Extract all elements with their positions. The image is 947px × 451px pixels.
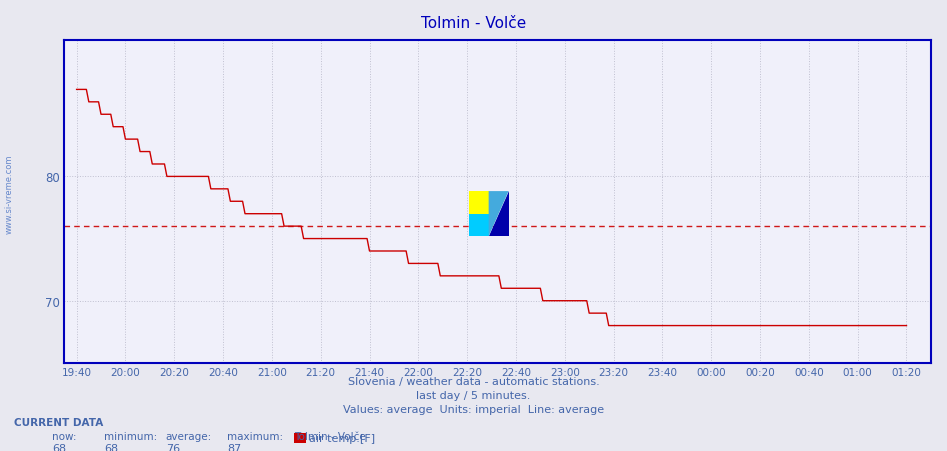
Text: Tolmin - Volče: Tolmin - Volče [294,431,366,441]
Text: Tolmin - Volče: Tolmin - Volče [420,16,527,31]
Text: 68: 68 [104,443,118,451]
Text: www.si-vreme.com: www.si-vreme.com [5,154,14,234]
Text: 76: 76 [166,443,180,451]
Text: 68: 68 [52,443,66,451]
Text: maximum:: maximum: [227,431,283,441]
Text: 87: 87 [227,443,241,451]
Text: air temp.[F]: air temp.[F] [309,433,375,443]
Text: Slovenia / weather data - automatic stations.: Slovenia / weather data - automatic stat… [348,377,599,387]
Text: last day / 5 minutes.: last day / 5 minutes. [417,390,530,400]
Text: Values: average  Units: imperial  Line: average: Values: average Units: imperial Line: av… [343,404,604,414]
Bar [469,214,489,237]
Bar [469,192,489,214]
Text: average:: average: [166,431,212,441]
Text: minimum:: minimum: [104,431,157,441]
Polygon shape [489,192,509,237]
Text: CURRENT DATA: CURRENT DATA [14,417,103,427]
Text: now:: now: [52,431,77,441]
Polygon shape [489,192,509,237]
